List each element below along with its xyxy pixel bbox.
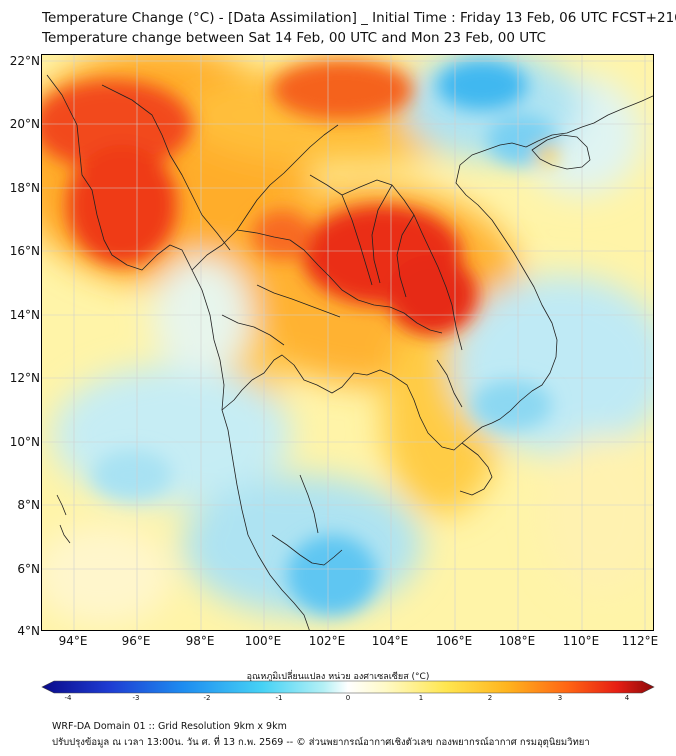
colorbar-tick: 2 bbox=[487, 694, 493, 702]
colorbar-bar bbox=[41, 680, 655, 694]
colorbar-title: อุณหภูมิเปลี่ยนแปลง หน่วย องศาเซลเซียส (… bbox=[246, 672, 430, 682]
lon-label: 102°E bbox=[308, 634, 346, 648]
chart-title: Temperature Change (°C) - [Data Assimila… bbox=[42, 10, 676, 26]
colorbar-tick: 4 bbox=[624, 694, 630, 702]
lat-label: 4°N bbox=[17, 624, 40, 638]
lon-label: 100°E bbox=[244, 634, 282, 648]
colorbar-tick: 3 bbox=[557, 694, 563, 702]
chart-subtitle: Temperature change between Sat 14 Feb, 0… bbox=[42, 30, 546, 46]
lat-label: 22°N bbox=[9, 54, 40, 68]
colorbar-tick: -2 bbox=[203, 694, 211, 702]
lon-label: 94°E bbox=[58, 634, 88, 648]
lon-label: 112°E bbox=[621, 634, 659, 648]
lat-label: 6°N bbox=[17, 562, 40, 576]
colorbar-tick: -4 bbox=[64, 694, 72, 702]
map-panel[interactable] bbox=[41, 54, 654, 631]
lon-label: 104°E bbox=[371, 634, 409, 648]
lat-label: 16°N bbox=[9, 244, 40, 258]
lat-label: 12°N bbox=[9, 371, 40, 385]
colorbar-tick: -1 bbox=[275, 694, 283, 702]
lat-label: 8°N bbox=[17, 498, 40, 512]
lat-label: 20°N bbox=[9, 117, 40, 131]
lon-label: 110°E bbox=[562, 634, 600, 648]
colorbar-tick: 1 bbox=[418, 694, 424, 702]
lat-label: 14°N bbox=[9, 308, 40, 322]
colorbar bbox=[41, 680, 655, 694]
footer-model-info: WRF-DA Domain 01 :: Grid Resolution 9km … bbox=[52, 721, 287, 732]
temperature-map bbox=[42, 55, 653, 630]
lon-label: 108°E bbox=[498, 634, 536, 648]
colorbar-tick: 0 bbox=[345, 694, 351, 702]
footer-credit: ปรับปรุงข้อมูล ณ เวลา 13:00น. วัน ศ. ที่… bbox=[52, 737, 590, 748]
lat-label: 10°N bbox=[9, 435, 40, 449]
lon-label: 106°E bbox=[435, 634, 473, 648]
coastlines-and-borders bbox=[46, 74, 653, 630]
colorbar-tick: -3 bbox=[132, 694, 140, 702]
lat-label: 18°N bbox=[9, 181, 40, 195]
grid-lines bbox=[42, 55, 653, 630]
temperature-field-core bbox=[42, 60, 559, 615]
lon-label: 96°E bbox=[121, 634, 151, 648]
lon-label: 98°E bbox=[185, 634, 215, 648]
